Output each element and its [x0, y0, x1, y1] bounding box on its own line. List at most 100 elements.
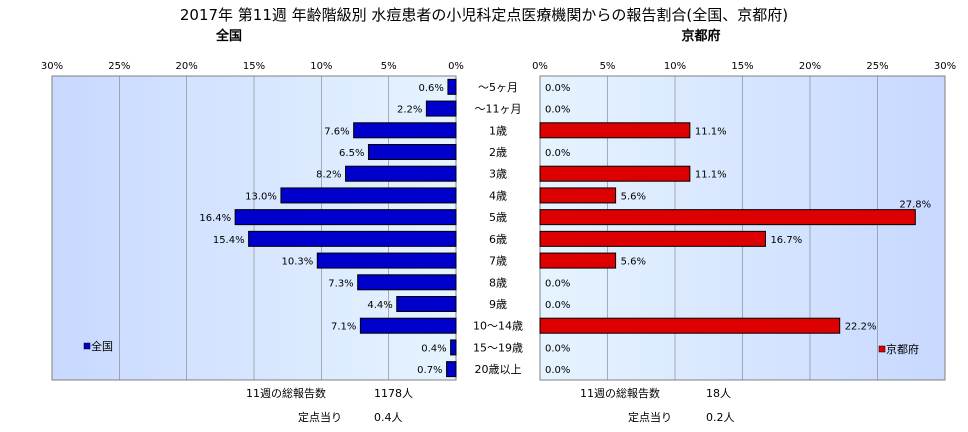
bar-kyoto [539, 165, 691, 182]
category-label: 5歳 [489, 211, 507, 224]
bar-national [316, 252, 457, 269]
national-total-label: 11週の総報告数 [246, 386, 326, 400]
bar-national [345, 165, 457, 182]
bar-national [450, 339, 457, 356]
data-label-national: 13.0% [245, 191, 277, 202]
data-label-kyoto: 0.0% [545, 343, 570, 354]
data-label-national: 6.5% [339, 148, 364, 159]
legend-kyoto: 京都府 [878, 342, 919, 356]
bar-national [353, 122, 457, 139]
category-label: 7歳 [489, 255, 507, 268]
data-label-kyoto: 0.0% [545, 148, 570, 159]
data-label-kyoto: 11.1% [695, 126, 727, 137]
data-label-kyoto: 0.0% [545, 83, 570, 94]
category-label: ～5ヶ月 [478, 81, 518, 94]
tick-label-right: 10% [664, 61, 686, 72]
category-label: 2歳 [489, 146, 507, 159]
data-label-national: 8.2% [316, 170, 341, 181]
legend-national: 全国 [83, 339, 113, 353]
tick-label-right: 25% [866, 61, 888, 72]
bar-national [280, 187, 457, 204]
tick-label-left: 10% [310, 61, 332, 72]
kyoto-total-value: 18人 [706, 387, 731, 400]
tick-label-right: 20% [799, 61, 821, 72]
category-label: 3歳 [489, 168, 507, 181]
data-label-national: 7.3% [328, 278, 353, 289]
bar-kyoto [539, 252, 617, 269]
bar-kyoto [539, 209, 916, 226]
data-label-kyoto: 0.0% [545, 105, 570, 116]
tick-label-right: 30% [934, 61, 956, 72]
bar-national [367, 144, 457, 160]
national-total-value: 1178人 [374, 387, 413, 400]
tick-label-left: 15% [243, 61, 265, 72]
legend-label-national: 全国 [91, 339, 113, 353]
right-subtitle: 京都府 [681, 28, 720, 44]
category-label: 4歳 [489, 189, 507, 202]
kyoto-total-label: 11週の総報告数 [580, 386, 660, 400]
data-label-kyoto: 11.1% [695, 170, 727, 181]
kyoto-per-label: 定点当り [628, 410, 672, 424]
tick-label-right: 5% [600, 61, 616, 72]
data-label-national: 15.4% [213, 235, 245, 246]
bar-national [396, 296, 457, 312]
category-label: 6歳 [489, 233, 507, 246]
tick-label-left: 25% [108, 61, 130, 72]
data-label-national: 0.7% [417, 365, 442, 376]
bar-kyoto [539, 230, 766, 247]
category-label: 10～14歳 [473, 320, 523, 333]
tick-label-left: 20% [176, 61, 198, 72]
bar-national [359, 317, 457, 334]
data-label-national: 16.4% [199, 213, 231, 224]
data-label-kyoto: 0.0% [545, 300, 570, 311]
bar-national [446, 361, 457, 378]
category-label: 1歳 [489, 124, 507, 137]
category-label: 15～19歳 [473, 341, 523, 354]
data-label-kyoto: 5.6% [621, 257, 646, 268]
tick-label-right: 0% [532, 61, 548, 72]
data-label-national: 7.1% [331, 322, 356, 333]
data-label-kyoto: 27.8% [899, 200, 931, 211]
data-label-national: 2.2% [397, 105, 422, 116]
category-labels: ～5ヶ月 ～11ヶ月 1歳 2歳 3歳 4歳 5歳 6歳 7歳 8歳 9歳 10～14歳 15～19歳 2… [473, 81, 523, 376]
tick-label-right: 15% [731, 61, 753, 72]
bar-kyoto [539, 317, 841, 334]
data-label-kyoto: 0.0% [545, 278, 570, 289]
tick-label-left: 5% [381, 61, 397, 72]
category-label: 8歳 [489, 276, 507, 289]
data-label-national: 7.6% [324, 126, 349, 137]
national-per-value: 0.4人 [374, 411, 403, 424]
left-subtitle: 全国 [215, 28, 242, 44]
national-per-label: 定点当り [298, 410, 342, 424]
data-label-national: 0.4% [421, 343, 446, 354]
bar-national [425, 100, 457, 117]
kyoto-per-value: 0.2人 [706, 411, 735, 424]
category-label: 20歳以上 [475, 363, 522, 376]
legend-swatch-kyoto [878, 345, 886, 353]
data-label-national: 0.6% [419, 83, 444, 94]
national-bars: 0.6% 2.2% 7.6% 6.5% 8.2% 13.0% 16.4% 15.4% 10.3%… [199, 78, 457, 378]
category-label: 9歳 [489, 298, 507, 311]
data-label-kyoto: 22.2% [845, 322, 877, 333]
bar-national [357, 274, 457, 291]
legend-swatch-national [83, 342, 91, 350]
tick-label-left: 0% [448, 61, 464, 72]
axis-ticks: 0% 0% 5% 5% 10% 10% 15% 15% 20% 20% 25% 25% 30% 30% [41, 61, 956, 72]
bar-national [447, 78, 457, 95]
data-label-kyoto: 5.6% [621, 191, 646, 202]
category-label: ～11ヶ月 [475, 103, 522, 116]
bar-national [248, 230, 457, 247]
bar-kyoto [539, 122, 691, 139]
chart-title: 2017年 第11週 年齢階級別 水痘患者の小児科定点医療機関からの報告割合(全… [180, 6, 788, 24]
data-label-kyoto: 0.0% [545, 365, 570, 376]
data-label-national: 4.4% [367, 300, 392, 311]
bar-kyoto [539, 187, 617, 204]
bar-national [234, 209, 457, 226]
data-label-national: 10.3% [282, 257, 314, 268]
data-label-kyoto: 16.7% [770, 235, 802, 246]
legend-label-kyoto: 京都府 [886, 342, 919, 356]
tick-label-left: 30% [41, 61, 63, 72]
kyoto-bars: 0.0% 0.0% 11.1% 0.0% 11.1% 5.6% 27.8% 16.7% 5.6%… [539, 83, 931, 376]
